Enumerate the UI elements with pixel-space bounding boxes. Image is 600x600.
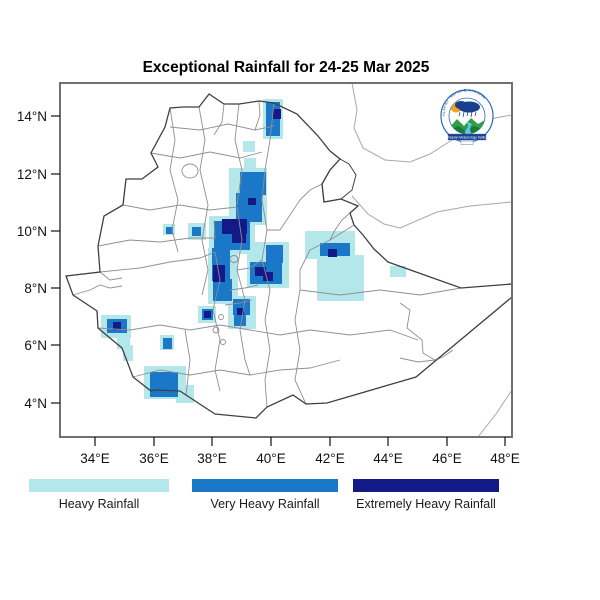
zone-border-line (150, 151, 263, 159)
zone-border-line (213, 103, 225, 136)
legend-swatch (29, 479, 169, 492)
zone-border-line (72, 284, 123, 296)
zone-border-line (299, 287, 462, 296)
x-tick-label: 42°E (315, 451, 344, 466)
rainfall-patch-very_heavy (213, 279, 232, 301)
cloud-icon (455, 101, 467, 109)
lakes (181, 163, 239, 345)
x-tick-label: 40°E (256, 451, 285, 466)
zone-border-line (132, 359, 341, 378)
rainfall-patch-very_heavy (234, 313, 246, 326)
legend-label: Extremely Heavy Rainfall (356, 497, 496, 511)
longitude-axis: 34°E 36°E 38°E 40°E 42°E 44°E 46°E 48°E (80, 437, 520, 466)
map-title: Exceptional Rainfall for 24-25 Mar 2025 (143, 59, 430, 76)
rainfall-patch-very_heavy (240, 172, 266, 195)
lake-outline (220, 339, 226, 345)
rainfall-patch-very_heavy (166, 227, 173, 234)
admin-zone-borders (65, 100, 462, 408)
legend-swatch (353, 479, 499, 492)
lake-outline (212, 326, 220, 334)
zone-border-line (169, 107, 179, 253)
neighbor-border-line (478, 390, 511, 436)
logo-year-box (460, 140, 474, 145)
rainfall-patch-heavy (123, 345, 133, 361)
logo-banner-text: Ethiopian Meteorology Institute (445, 136, 489, 140)
rain-drops-icon (458, 111, 477, 118)
y-tick-label: 14°N (17, 109, 47, 124)
zone-border-line (254, 100, 261, 131)
rainfall-patch-extremely_heavy (113, 322, 121, 330)
zone-border-line (229, 284, 259, 291)
zone-border-line (236, 259, 263, 271)
zone-border-line (224, 299, 253, 306)
rainfall-patch-heavy (244, 158, 256, 170)
y-tick-label: 12°N (17, 167, 47, 182)
zone-border-line (184, 329, 191, 396)
x-tick-label: 34°E (80, 451, 109, 466)
rainfall-patch-extremely_heavy (248, 198, 256, 205)
zone-border-line (236, 206, 251, 376)
rainfall-patch-extremely_heavy (232, 232, 246, 243)
y-tick-label: 6°N (24, 338, 47, 353)
rainfall-patch-extremely_heavy (204, 311, 211, 318)
lake-outline (218, 314, 224, 320)
rainfall-patch-extremely_heavy (273, 109, 281, 119)
y-tick-label: 4°N (24, 396, 47, 411)
zone-border-line (329, 212, 351, 241)
rainfall-patch-very_heavy (150, 372, 178, 397)
lake-outline (229, 255, 239, 263)
rainfall-patch-heavy (390, 266, 406, 277)
rainfall-patch-extremely_heavy (222, 219, 247, 234)
zone-border-line (65, 251, 216, 277)
zone-border-line (234, 103, 243, 206)
rainfall-patch-very_heavy (192, 227, 201, 236)
latitude-axis: 14°N 12°N 10°N 8°N 6°N 4°N (17, 109, 60, 411)
zone-border-line (261, 102, 275, 231)
neighbor-border-line (351, 195, 511, 229)
zone-border-line (309, 329, 419, 341)
rainfall-patch-very_heavy (266, 245, 283, 263)
zone-border-line (169, 123, 275, 131)
logo-banner (447, 133, 487, 141)
x-tick-label: 38°E (197, 451, 226, 466)
rainfall-patch-very_heavy (163, 338, 172, 349)
rainfall-patch-heavy (243, 141, 255, 152)
djibouti-outline (321, 158, 357, 203)
rainfall-patches (101, 99, 406, 403)
zone-border-line (399, 302, 436, 361)
zone-border-line (99, 271, 123, 281)
zone-border-line (212, 251, 221, 392)
legend-label: Very Heavy Rainfall (210, 497, 319, 511)
zone-border-line (97, 324, 311, 336)
lake-outline (181, 163, 199, 179)
ethiopian-meteorology-institute-logo: የኢትዮጵያ ሚቲዎሮሎጂ ኢንስቲትዩት Ethiopian Meteorol… (440, 87, 494, 145)
rainfall-patch-extremely_heavy (263, 272, 273, 281)
x-tick-label: 44°E (373, 451, 402, 466)
ethiopia-outline (65, 93, 511, 419)
rainfall-patch-extremely_heavy (237, 308, 244, 315)
rainfall-patch-heavy (317, 255, 364, 301)
rainfall-legend: Heavy Rainfall Very Heavy Rainfall Extreme… (29, 479, 499, 511)
zone-border-line (198, 106, 209, 296)
rainfall-patch-very_heavy (236, 193, 262, 222)
legend-label: Heavy Rainfall (59, 497, 140, 511)
legend-swatch (192, 479, 338, 492)
y-tick-label: 10°N (17, 224, 47, 239)
zone-border-line (267, 183, 323, 231)
x-tick-label: 48°E (490, 451, 519, 466)
x-tick-label: 46°E (432, 451, 461, 466)
rainfall-patch-extremely_heavy (255, 267, 266, 276)
rainfall-patch-extremely_heavy (328, 249, 337, 257)
map-frame (59, 82, 513, 438)
zone-border-line (399, 349, 454, 363)
x-tick-label: 36°E (139, 451, 168, 466)
zone-border-line (294, 224, 355, 405)
y-tick-label: 8°N (24, 281, 47, 296)
river-icon (464, 121, 472, 134)
zone-border-line (122, 204, 238, 211)
